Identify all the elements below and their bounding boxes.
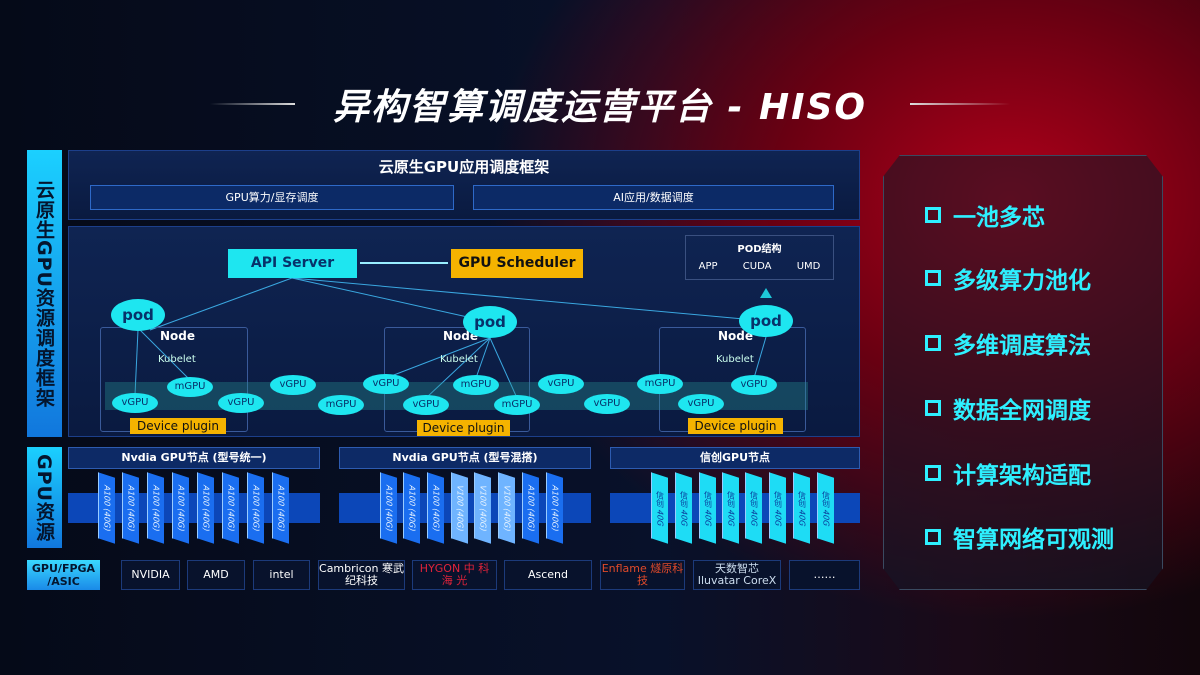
- api-server: API Server: [228, 249, 357, 278]
- feature-label: 一池多芯: [953, 205, 1045, 231]
- feature-label: 数据全网调度: [953, 398, 1091, 424]
- feature-item: 数据全网调度: [925, 391, 1091, 425]
- gpu-ellipse: vGPU: [218, 393, 264, 413]
- pod-item: APP: [698, 261, 718, 272]
- subbar-ai: AI应用/数据调度: [473, 185, 834, 210]
- gpu-ellipse: mGPU: [318, 395, 364, 415]
- vendor-logo: Ascend: [504, 560, 592, 590]
- page-title: 异构智算调度运营平台 - HISO: [332, 87, 868, 128]
- pod: pod: [111, 299, 165, 331]
- vendor-logo: Enflame 燧原科技: [600, 560, 685, 590]
- gpu-chip: A100 (40G): [98, 472, 115, 544]
- vendor-logo: Cambricon 寒武纪科技: [318, 560, 405, 590]
- gpu-chip: A100 (40G): [197, 472, 214, 544]
- framework-heading: 云原生GPU应用调度框架: [378, 158, 550, 176]
- checkbox-icon: [925, 270, 941, 286]
- feature-label: 多级算力池化: [953, 268, 1091, 294]
- device-plugin: Device plugin: [417, 420, 510, 436]
- title-decor-left: [210, 103, 295, 105]
- vendor-category: GPU/FPGA /ASIC: [27, 560, 100, 590]
- framework-label: 云原生GPU资源调度框架: [27, 150, 62, 437]
- feature-item: 多维调度算法: [925, 326, 1091, 360]
- pod: pod: [463, 306, 517, 338]
- checkbox-icon: [925, 400, 941, 416]
- resources-label: GPU资源: [27, 447, 62, 548]
- gpu-ellipse: vGPU: [538, 374, 584, 394]
- gpu-chip: A100 (40G): [403, 472, 420, 544]
- gpu-node-title: Nvdia GPU节点 (型号统一): [68, 447, 320, 469]
- node-label: Node: [160, 329, 196, 343]
- gpu-chip: 信创 40G: [793, 472, 810, 544]
- kubelet-label: Kubelet: [440, 354, 478, 365]
- gpu-chip: 信创 40G: [651, 472, 668, 544]
- gpu-chip: V100 (40G): [498, 472, 515, 544]
- gpu-chip: A100 (40G): [122, 472, 139, 544]
- features-panel: [883, 155, 1163, 590]
- vendor-logo: AMD: [187, 560, 245, 590]
- subbar-gpu: GPU算力/显存调度: [90, 185, 454, 210]
- pod-item: CUDA: [742, 261, 772, 272]
- gpu-ellipse: vGPU: [270, 375, 316, 395]
- gpu-ellipse: mGPU: [637, 374, 683, 394]
- gpu-chip: 信创 40G: [817, 472, 834, 544]
- kubelet-label: Kubelet: [158, 354, 196, 365]
- device-plugin: Device plugin: [130, 418, 226, 434]
- feature-item: 计算架构适配: [925, 456, 1091, 490]
- feature-label: 多维调度算法: [953, 333, 1091, 359]
- gpu-chip: 信创 40G: [745, 472, 762, 544]
- gpu-chip: 信创 40G: [699, 472, 716, 544]
- gpu-chip: V100 (40G): [474, 472, 491, 544]
- gpu-node-title: Nvdia GPU节点 (型号混搭): [339, 447, 591, 469]
- gpu-chip: A100 (40G): [172, 472, 189, 544]
- node-label: Node: [718, 329, 754, 343]
- gpu-ellipse: vGPU: [363, 374, 409, 394]
- device-plugin: Device plugin: [688, 418, 783, 434]
- kubelet-label: Kubelet: [716, 354, 754, 365]
- gpu-ellipse: vGPU: [403, 395, 449, 415]
- gpu-ellipse: mGPU: [453, 375, 499, 395]
- gpu-chip: A100 (40G): [546, 472, 563, 544]
- gpu-chip: V100 (40G): [451, 472, 468, 544]
- vendor-logo: ……: [789, 560, 860, 590]
- vendor-logo: 天数智芯 Iluvatar CoreX: [693, 560, 781, 590]
- gpu-ellipse: vGPU: [678, 394, 724, 414]
- gpu-chip: A100 (40G): [247, 472, 264, 544]
- gpu-chip: A100 (40G): [272, 472, 289, 544]
- feature-item: 多级算力池化: [925, 261, 1091, 295]
- vendor-logo: intel: [253, 560, 310, 590]
- feature-item: 一池多芯: [925, 198, 1045, 232]
- pod-structure-title: POD结构: [737, 244, 782, 255]
- gpu-ellipse: vGPU: [584, 394, 630, 414]
- gpu-chip: 信创 40G: [769, 472, 786, 544]
- gpu-chip: 信创 40G: [675, 472, 692, 544]
- vendor-logo: HYGON 中 科 海 光: [412, 560, 497, 590]
- vendor-logo: NVIDIA: [121, 560, 180, 590]
- gpu-chip: A100 (40G): [522, 472, 539, 544]
- checkbox-icon: [925, 529, 941, 545]
- gpu-chip: A100 (40G): [380, 472, 397, 544]
- gpu-chip: A100 (40G): [222, 472, 239, 544]
- pod-structure: POD结构 APP CUDA UMD: [685, 235, 834, 280]
- feature-label: 智算网络可观测: [953, 527, 1114, 553]
- checkbox-icon: [925, 465, 941, 481]
- pod-item: UMD: [796, 261, 821, 272]
- checkbox-icon: [925, 335, 941, 351]
- feature-item: 智算网络可观测: [925, 520, 1114, 554]
- gpu-ellipse: vGPU: [112, 393, 158, 413]
- gpu-ellipse: vGPU: [731, 375, 777, 395]
- gpu-ellipse: mGPU: [167, 377, 213, 397]
- gpu-chip: A100 (40G): [427, 472, 444, 544]
- gpu-chip: 信创 40G: [722, 472, 739, 544]
- gpu-scheduler: GPU Scheduler: [451, 249, 583, 278]
- feature-label: 计算架构适配: [953, 463, 1091, 489]
- checkbox-icon: [925, 207, 941, 223]
- gpu-ellipse: mGPU: [494, 395, 540, 415]
- pod: pod: [739, 305, 793, 337]
- gpu-node-title: 信创GPU节点: [610, 447, 860, 469]
- gpu-chip: A100 (40G): [147, 472, 164, 544]
